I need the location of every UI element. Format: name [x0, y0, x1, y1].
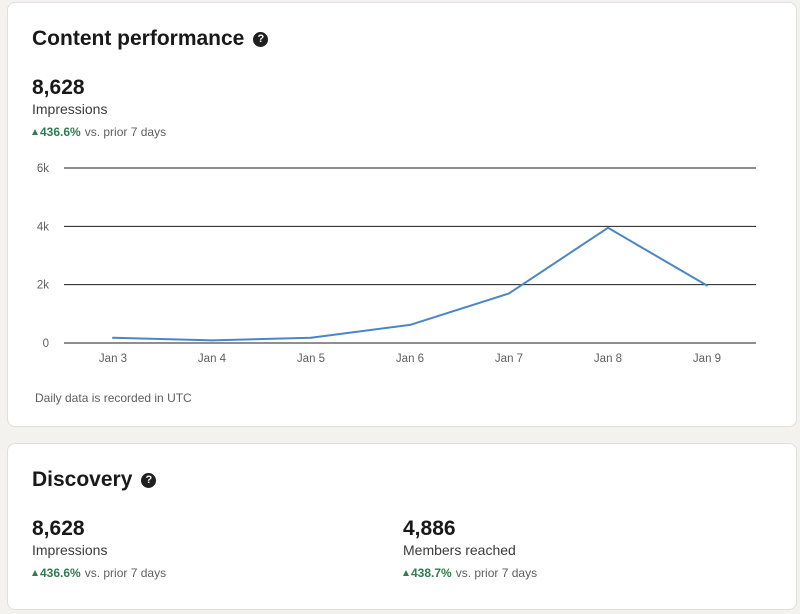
discovery-card: Discovery ? 8,628 Impressions 436.6% vs.… [7, 443, 797, 610]
impressions-label: Impressions [32, 101, 108, 117]
trend-up-icon [32, 129, 38, 135]
discovery-title: Discovery ? [32, 468, 157, 492]
utc-footnote: Daily data is recorded in UTC [35, 391, 192, 405]
x-tick-label: Jan 7 [495, 353, 523, 365]
x-tick-label: Jan 3 [99, 353, 127, 365]
y-tick-label: 2k [37, 280, 49, 292]
discovery-impressions-delta-text: vs. prior 7 days [84, 566, 167, 580]
discovery-impressions-value: 8,628 [32, 517, 85, 540]
content-performance-card: Content performance ? 8,628 Impressions … [7, 2, 797, 427]
x-tick-label: Jan 5 [297, 353, 325, 365]
data-point [706, 284, 708, 287]
impressions-delta-pct: 436.6% [40, 125, 81, 139]
impressions-value: 8,628 [32, 76, 85, 99]
discovery-title-text: Discovery [32, 468, 133, 491]
discovery-impressions-delta-pct: 436.6% [40, 566, 81, 580]
x-tick-label: Jan 9 [693, 353, 721, 365]
impressions-delta: 436.6% vs. prior 7 days [32, 125, 166, 139]
members-reached-delta-text: vs. prior 7 days [455, 566, 538, 580]
y-tick-label: 4k [37, 221, 49, 233]
x-tick-label: Jan 4 [198, 353, 227, 365]
data-point [607, 226, 609, 229]
discovery-impressions-label: Impressions [32, 542, 108, 558]
members-reached-value: 4,886 [403, 517, 456, 540]
data-point [112, 336, 114, 339]
impressions-line-chart: 0 2k 4k 6k Jan 3 Jan 4 Jan 5 Jan 6 Jan 7 Jan 8 Jan… [37, 163, 756, 365]
help-icon[interactable]: ? [141, 472, 157, 488]
discovery-impressions-delta: 436.6% vs. prior 7 days [32, 566, 166, 580]
y-tick-label: 0 [43, 338, 49, 350]
members-reached-delta-pct: 438.7% [411, 566, 452, 580]
series-line [112, 226, 708, 342]
trend-up-icon [403, 570, 409, 576]
help-icon[interactable]: ? [253, 31, 269, 47]
data-point [508, 292, 510, 295]
x-tick-label: Jan 6 [396, 353, 424, 365]
x-tick-label: Jan 8 [594, 353, 622, 365]
data-point [409, 323, 411, 326]
members-reached-label: Members reached [403, 542, 516, 558]
members-reached-delta: 438.7% vs. prior 7 days [403, 566, 537, 580]
impressions-delta-text: vs. prior 7 days [84, 125, 167, 139]
data-point [211, 339, 213, 342]
data-point [310, 336, 312, 339]
content-performance-title-text: Content performance [32, 27, 245, 50]
y-tick-label: 6k [37, 163, 49, 175]
trend-up-icon [32, 570, 38, 576]
content-performance-title: Content performance ? [32, 27, 269, 51]
